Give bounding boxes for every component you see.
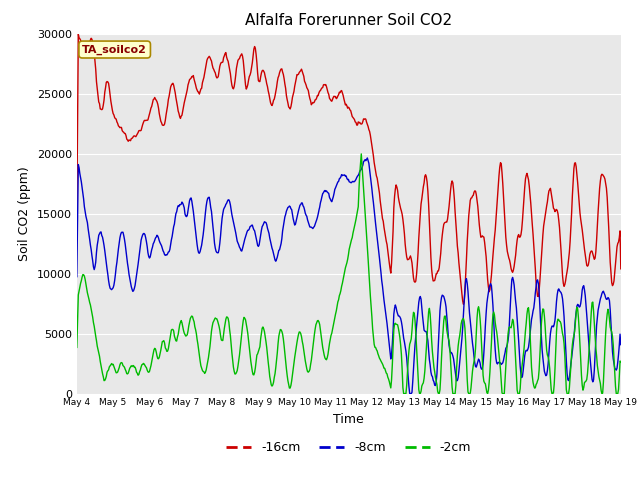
Legend: -16cm, -8cm, -2cm: -16cm, -8cm, -2cm [221, 436, 476, 459]
Y-axis label: Soil CO2 (ppm): Soil CO2 (ppm) [19, 166, 31, 261]
Title: Alfalfa Forerunner Soil CO2: Alfalfa Forerunner Soil CO2 [245, 13, 452, 28]
Text: TA_soilco2: TA_soilco2 [82, 44, 147, 55]
X-axis label: Time: Time [333, 413, 364, 426]
